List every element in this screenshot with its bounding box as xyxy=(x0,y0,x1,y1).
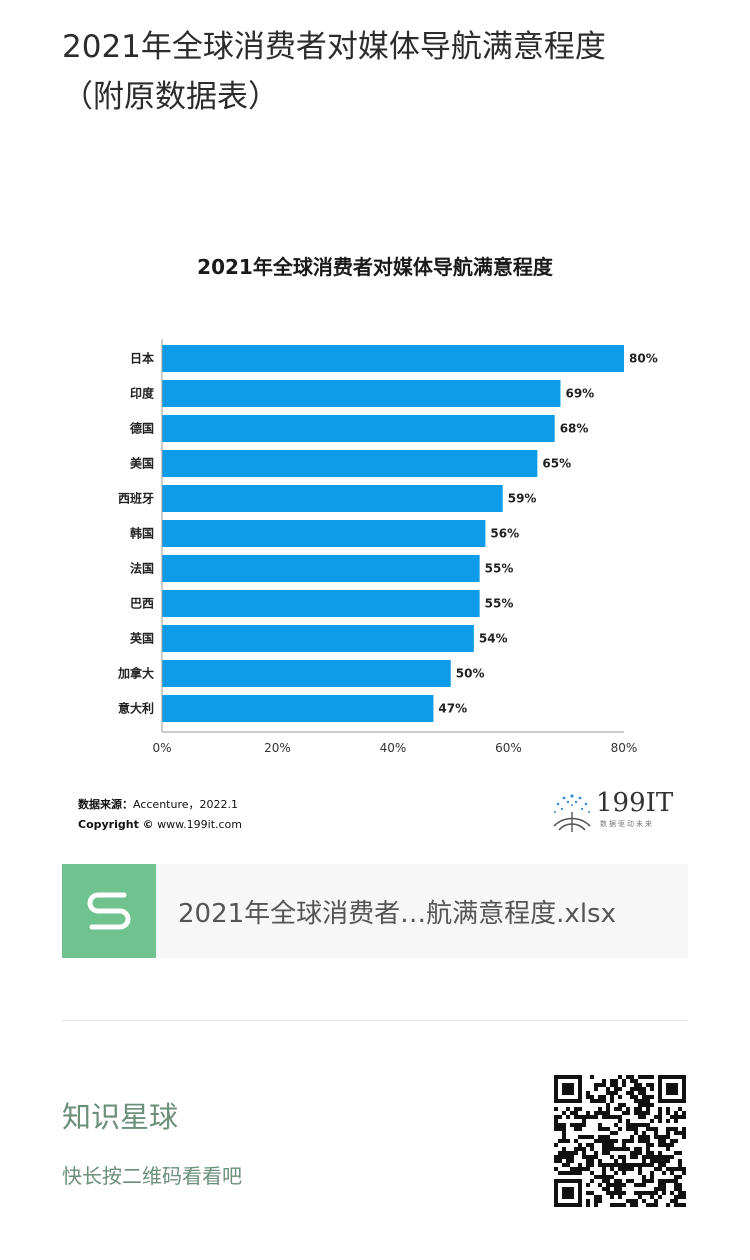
category-label: 美国 xyxy=(130,456,154,471)
brand-name: 199IT xyxy=(596,788,674,818)
value-label: 55% xyxy=(485,597,514,611)
bar xyxy=(162,380,561,407)
x-tick-label: 40% xyxy=(380,741,407,755)
category-label: 巴西 xyxy=(130,597,154,611)
category-label: 加拿大 xyxy=(117,666,154,681)
copyright-site: www.199it.com xyxy=(157,818,243,831)
qr-hint: 快长按二维码看看吧 xyxy=(62,1164,242,1188)
qr-code-icon[interactable] xyxy=(554,1075,686,1207)
brand-logo: 199IT 数据驱动未来 xyxy=(550,788,680,834)
section-divider xyxy=(62,1020,688,1021)
category-label: 韩国 xyxy=(130,526,154,541)
chart-source: 数据来源：Accenture，2022.1 Copyright © www.19… xyxy=(78,795,242,835)
category-label: 意大利 xyxy=(118,701,154,716)
value-label: 55% xyxy=(485,562,514,576)
source-value: Accenture，2022.1 xyxy=(133,798,238,811)
category-label: 日本 xyxy=(130,351,154,366)
bar xyxy=(162,695,434,722)
article-title-line2: （附原数据表） xyxy=(62,79,279,115)
attachment-file-name: 2021年全球消费者…航满意程度.xlsx xyxy=(178,898,616,929)
x-tick-label: 60% xyxy=(495,741,522,755)
bar xyxy=(162,520,486,547)
category-label: 德国 xyxy=(130,421,154,436)
chart-title: 2021年全球消费者对媒体导航满意程度 xyxy=(197,255,553,279)
bar xyxy=(162,555,480,582)
spreadsheet-s-icon xyxy=(62,864,156,958)
value-label: 69% xyxy=(565,387,594,401)
article-title-line1: 2021年全球消费者对媒体导航满意程度 xyxy=(62,29,606,65)
category-label: 英国 xyxy=(130,631,154,646)
article-title: 2021年全球消费者对媒体导航满意程度 （附原数据表） xyxy=(62,22,702,122)
chart-image[interactable]: 2021年全球消费者对媒体导航满意程度 日本 80% 印度 69% 德国 68% 美国 65%… xyxy=(62,225,688,850)
value-label: 56% xyxy=(490,527,519,541)
bar xyxy=(162,590,480,617)
bar xyxy=(162,660,451,687)
knowledge-planet-title: 知识星球 xyxy=(62,1100,179,1134)
x-tick-label: 80% xyxy=(611,741,638,755)
category-label: 印度 xyxy=(130,386,155,401)
value-label: 54% xyxy=(479,632,508,646)
bar xyxy=(162,485,503,512)
value-label: 50% xyxy=(456,667,485,681)
bar-chart: 日本 80% 印度 69% 德国 68% 美国 65% 西班牙 59% 韩国 56% 法国 55% 巴西 55… xyxy=(117,339,658,755)
attachment-card[interactable]: 2021年全球消费者…航满意程度.xlsx xyxy=(62,864,688,958)
x-tick-label: 20% xyxy=(264,741,291,755)
bar xyxy=(162,625,474,652)
source-label: 数据来源： xyxy=(78,798,133,811)
bar xyxy=(162,450,538,477)
value-label: 68% xyxy=(560,422,589,436)
category-label: 西班牙 xyxy=(118,491,154,506)
value-label: 80% xyxy=(629,352,658,366)
copyright-label: Copyright © xyxy=(78,818,154,831)
x-tick-label: 0% xyxy=(152,741,171,755)
bar xyxy=(162,345,624,372)
value-label: 59% xyxy=(508,492,537,506)
category-label: 法国 xyxy=(130,561,154,576)
dandelion-logo-icon xyxy=(553,794,591,832)
value-label: 65% xyxy=(542,457,571,471)
brand-slogan: 数据驱动未来 xyxy=(600,820,654,828)
value-label: 47% xyxy=(438,702,467,716)
bar xyxy=(162,415,555,442)
